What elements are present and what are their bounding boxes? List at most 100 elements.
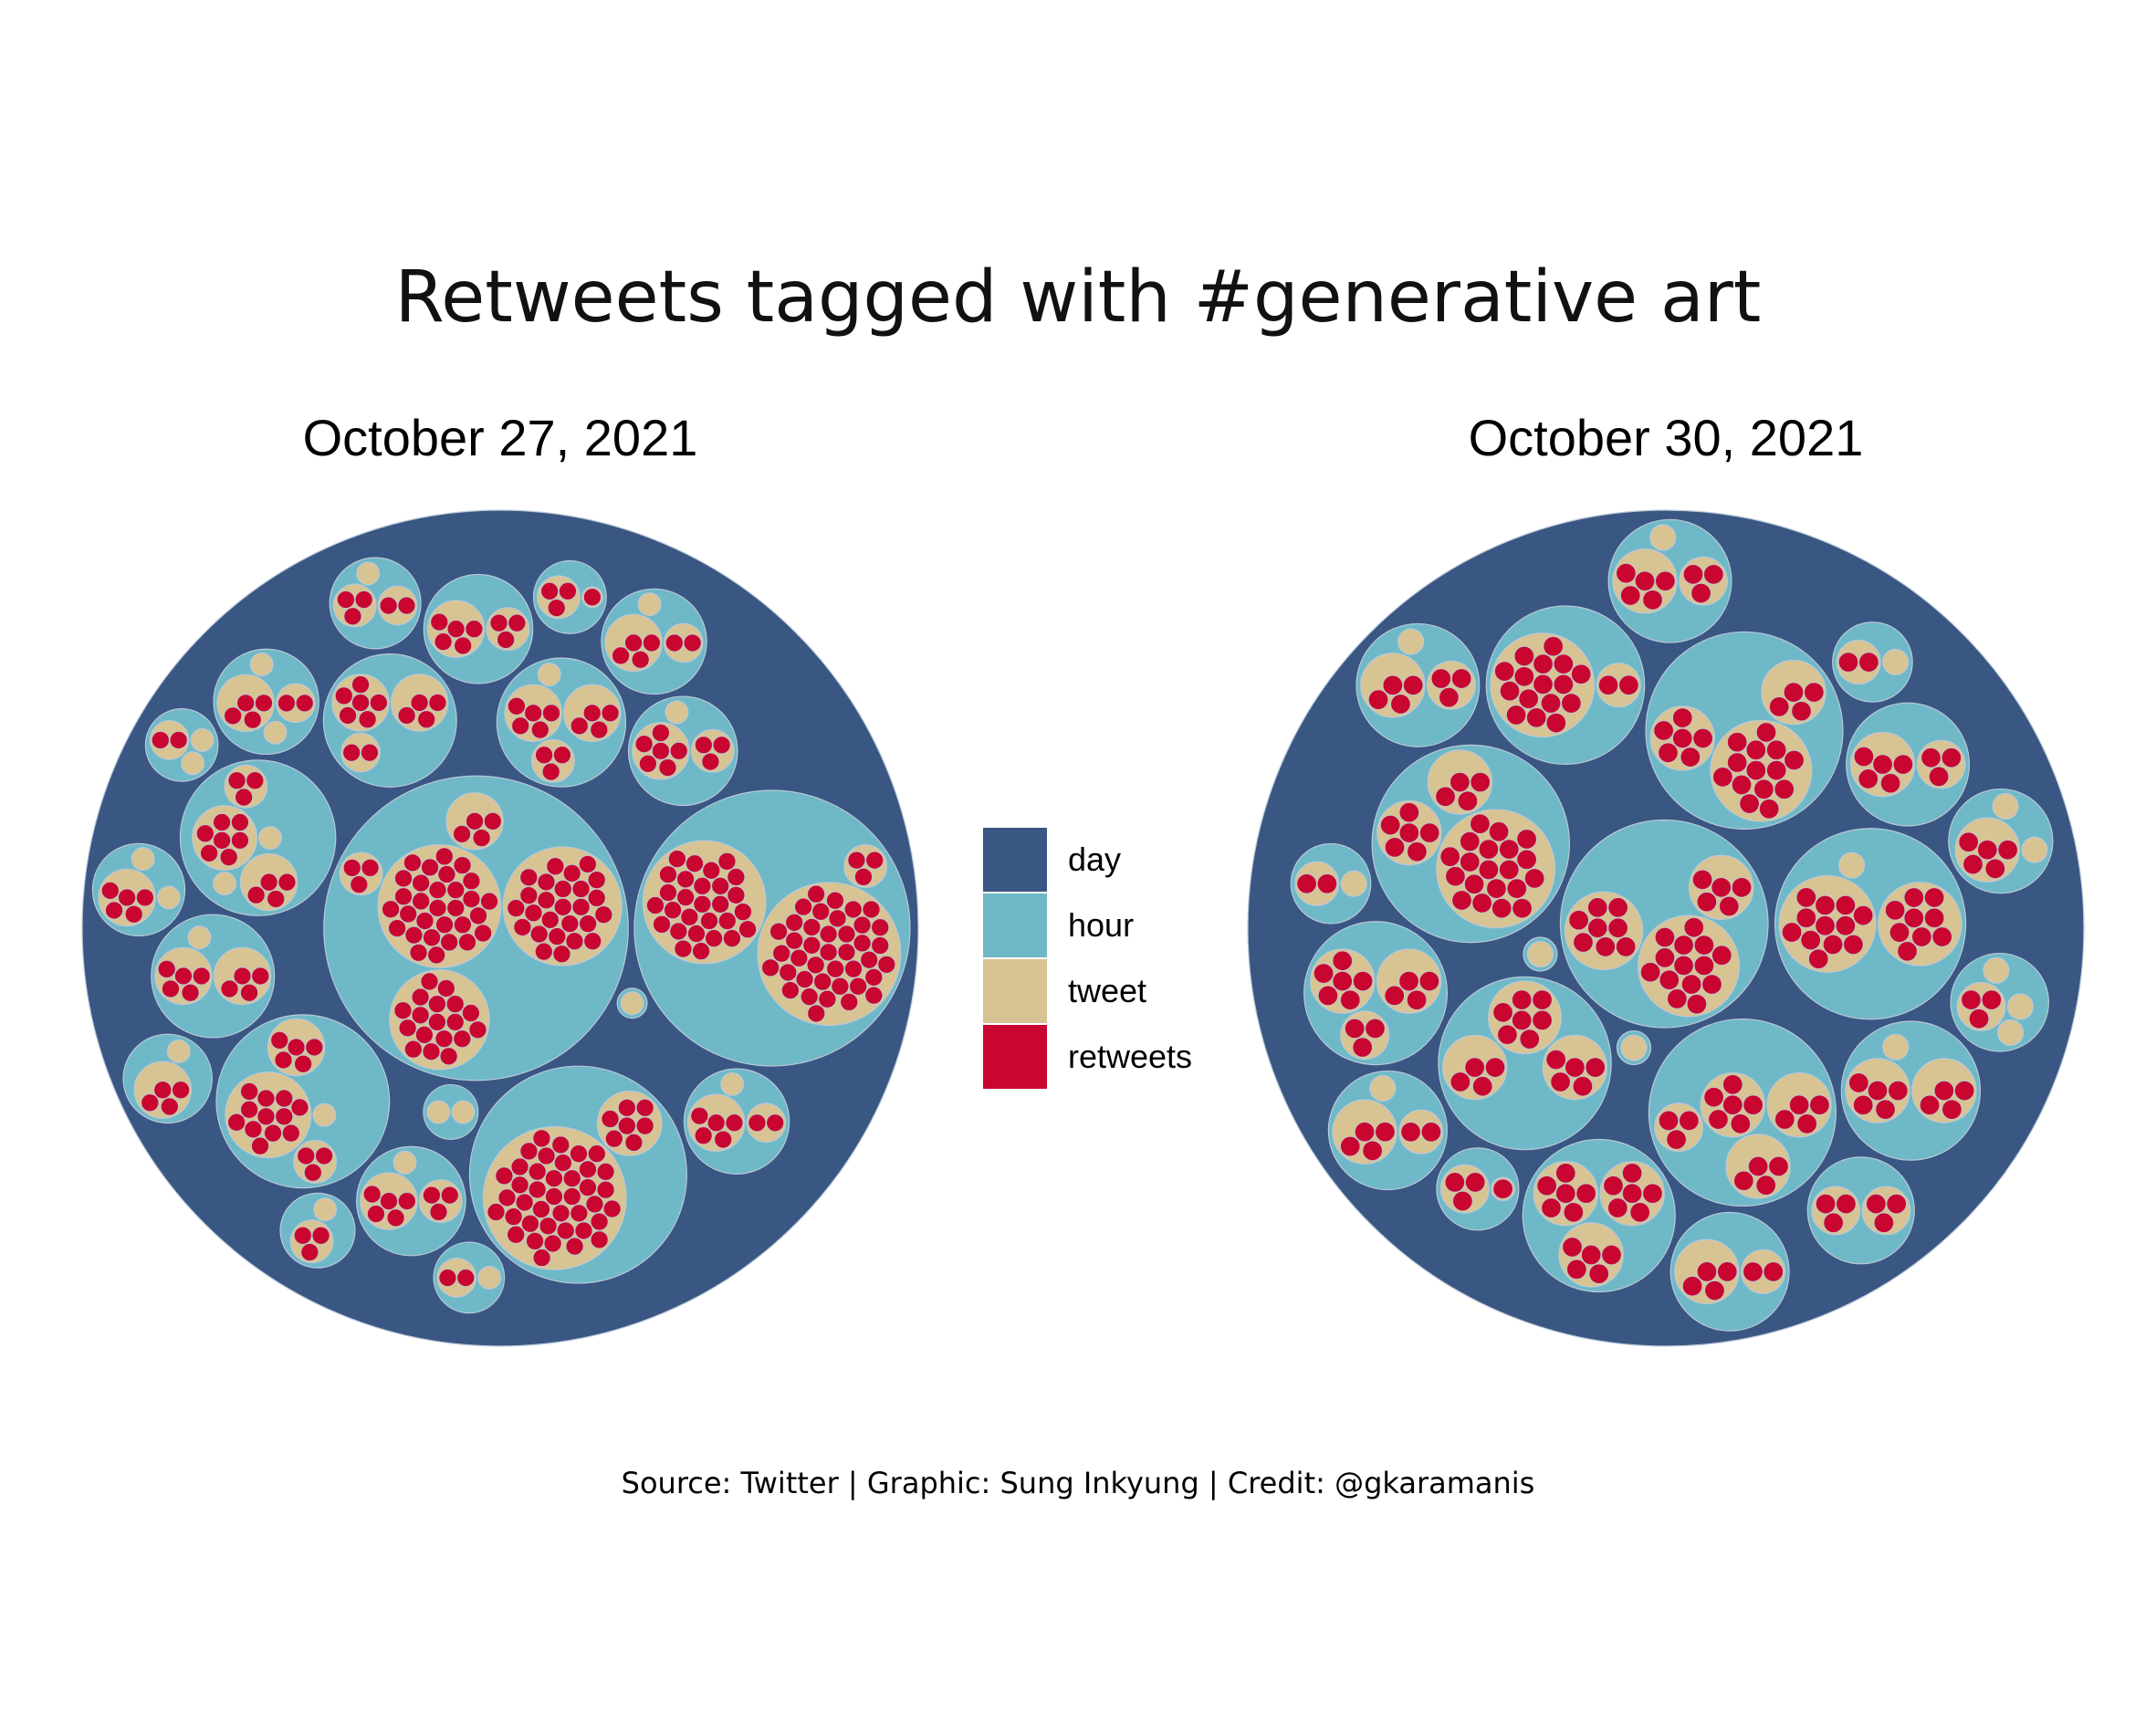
retweets-circle-1-5-0-4 [1492, 1002, 1513, 1023]
retweets-circle-0-4-0-22 [543, 1234, 562, 1253]
retweets-circle-0-15-0-2 [343, 607, 362, 626]
retweets-circle-1-3-0-10 [1795, 887, 1816, 908]
retweets-circle-0-1-1-25 [717, 852, 737, 871]
retweets-circle-0-1-0-21 [779, 963, 798, 982]
retweets-circle-0-4-0-8 [539, 1217, 558, 1236]
retweets-circle-0-13-1-2 [497, 631, 516, 649]
retweets-circle-1-4-0-0 [1555, 1183, 1576, 1204]
retweets-circle-1-5-1-0 [1565, 1057, 1586, 1078]
retweets-circle-0-1-0-30 [769, 922, 788, 941]
retweets-circle-1-2-1-3 [1573, 932, 1594, 953]
hour-circle-0-7 [151, 914, 276, 1039]
retweets-circle-1-13-1-1 [1451, 668, 1472, 689]
tweet-circle-1-6-1 [1596, 663, 1641, 708]
retweets-circle-1-2-1-6 [1607, 897, 1628, 918]
tweet-circle-1-3-2 [1838, 852, 1866, 879]
retweets-circle-0-7-1-0 [233, 966, 252, 986]
retweets-circle-1-9-0-3 [1962, 853, 1983, 875]
retweets-circle-1-7-2-0 [1748, 1155, 1769, 1177]
retweets-circle-0-1-1-26 [738, 920, 757, 939]
retweets-circle-1-17-0-1 [1981, 989, 2002, 1010]
retweets-circle-1-1-0-2 [1753, 778, 1774, 799]
retweets-circle-0-0-1-14 [403, 1040, 423, 1059]
retweets-circle-0-15-0-1 [354, 590, 373, 609]
retweets-circle-0-0-0-19 [458, 933, 476, 952]
retweets-circle-1-1-0-12 [1755, 722, 1777, 743]
retweets-circle-0-4-0-32 [507, 1225, 526, 1244]
retweets-circle-0-2-2-0 [297, 1146, 316, 1165]
retweets-circle-0-0-1-9 [398, 1019, 417, 1038]
retweets-circle-0-1-0-8 [813, 972, 832, 991]
retweets-circle-1-1-0-8 [1739, 793, 1760, 814]
retweets-circle-0-16-0-0 [153, 1081, 173, 1100]
retweets-circle-0-16-0-3 [141, 1093, 160, 1113]
retweets-circle-0-1-1-17 [686, 854, 704, 873]
tweet-circle-1-19-0 [1836, 639, 1881, 685]
hour-circle-0-21 [423, 1083, 479, 1140]
retweets-circle-1-2-0-2 [1680, 974, 1702, 995]
retweets-circle-1-3-0-1 [1835, 915, 1856, 936]
retweets-circle-1-12-0-4 [1616, 562, 1637, 584]
retweets-circle-1-4-0-2 [1563, 1202, 1584, 1223]
tweet-circle-0-12-1 [131, 847, 155, 872]
retweets-circle-0-0-0-3 [415, 912, 434, 930]
retweets-circle-0-1-2-1 [865, 851, 884, 870]
retweets-circle-0-1-0-1 [837, 943, 856, 962]
retweets-circle-0-7-0-0 [174, 966, 193, 986]
retweets-circle-0-0-2-11 [587, 888, 606, 907]
retweets-circle-0-2-0-10 [240, 1082, 259, 1101]
retweets-circle-1-10-0-1 [1892, 754, 1914, 775]
retweets-circle-0-4-0-34 [602, 1199, 622, 1218]
retweets-circle-0-4-0-9 [515, 1193, 534, 1212]
panel-title-1: October 30, 2021 [1469, 409, 1864, 466]
retweets-circle-1-5-0-0 [1512, 1009, 1533, 1031]
retweets-circle-1-6-0-3 [1518, 688, 1539, 709]
retweets-circle-1-5-0-6 [1532, 989, 1553, 1010]
retweets-circle-1-0-1-2 [1407, 841, 1428, 862]
retweets-circle-1-3-0-8 [1808, 948, 1829, 969]
retweets-circle-0-6-1-3 [397, 706, 416, 725]
retweets-circle-1-1-1-3 [1658, 742, 1679, 763]
retweets-circle-0-0-1-17 [420, 972, 439, 991]
retweets-circle-0-12-0-4 [100, 881, 120, 900]
retweets-circle-1-1-0-10 [1727, 732, 1748, 753]
retweets-circle-0-1-1-20 [659, 865, 677, 884]
retweets-circle-1-15-0-3 [1682, 1276, 1703, 1297]
tweet-circle-0-2-3 [312, 1102, 337, 1127]
retweets-circle-0-0-0-2 [435, 915, 454, 935]
retweets-circle-0-3-1-0 [259, 872, 278, 892]
retweets-circle-1-16-0-2 [1823, 1212, 1844, 1233]
retweets-circle-1-7-0-5 [1722, 1074, 1743, 1095]
tweet-circle-0-9-2 [249, 653, 274, 676]
retweets-circle-1-0-1-5 [1398, 802, 1419, 823]
retweets-circle-0-1-0-16 [860, 950, 879, 969]
retweets-circle-1-16-1-2 [1873, 1212, 1895, 1233]
retweets-circle-0-0-0-13 [440, 933, 459, 952]
retweets-circle-1-3-0-5 [1815, 894, 1836, 916]
retweets-circle-0-8-1-1 [712, 736, 731, 755]
retweets-circle-0-0-2-17 [546, 857, 565, 876]
retweets-circle-0-4-0-11 [578, 1178, 597, 1197]
retweets-circle-0-0-2-16 [594, 905, 613, 925]
retweets-circle-1-5-1-3 [1550, 1071, 1571, 1092]
retweets-circle-1-3-1-5 [1903, 887, 1924, 908]
retweets-circle-0-10-0-2 [714, 1130, 733, 1149]
legend-label-tweet: tweet [1068, 972, 1146, 1009]
retweets-circle-1-1-0-5 [1745, 739, 1766, 760]
retweets-circle-0-1-1-12 [702, 861, 721, 880]
retweets-circle-1-8-0-3 [1317, 985, 1339, 1007]
retweets-circle-0-1-1-8 [687, 925, 706, 943]
retweets-circle-1-0-0-5 [1478, 839, 1500, 860]
retweets-circle-0-0-0-23 [382, 900, 400, 919]
retweets-circle-1-7-2-3 [1733, 1170, 1754, 1191]
retweets-circle-0-1-1-18 [727, 868, 746, 886]
retweets-circle-0-4-0-29 [551, 1135, 570, 1155]
retweets-circle-0-2-0-8 [251, 1136, 269, 1155]
retweets-circle-0-1-0-25 [843, 900, 863, 919]
retweets-circle-0-3-0-4 [195, 824, 215, 843]
retweets-circle-0-10-0-1 [725, 1113, 744, 1133]
retweets-circle-0-0-0-25 [453, 856, 472, 875]
retweets-circle-0-4-1-3 [604, 1129, 623, 1148]
retweets-circle-1-7-3-2 [1666, 1129, 1687, 1150]
